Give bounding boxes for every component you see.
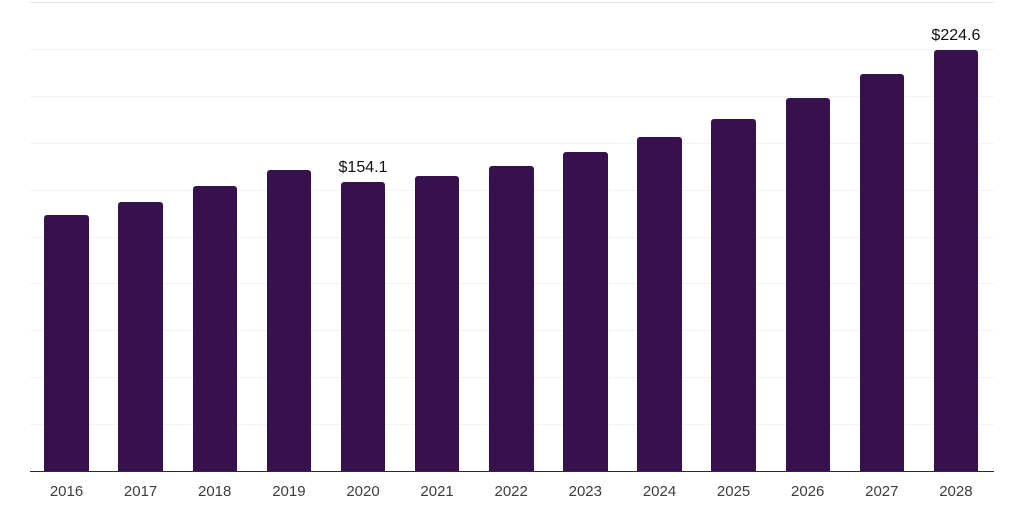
x-tick-label-2019: 2019 — [272, 483, 306, 500]
bar-2021 — [414, 175, 460, 471]
bar-2028 — [933, 49, 979, 471]
bar-2026 — [785, 98, 830, 471]
x-tick-label-2026: 2026 — [791, 483, 825, 500]
x-tick-label-2024: 2024 — [642, 483, 677, 500]
gridline — [30, 49, 994, 50]
x-tick-label-2021: 2021 — [420, 483, 454, 500]
x-tick-label-2016: 2016 — [49, 483, 84, 500]
bar-2020 — [340, 181, 386, 471]
bar-2027 — [859, 74, 905, 471]
bar-2018 — [192, 185, 237, 471]
bar-2024 — [637, 137, 682, 471]
x-tick-label-2025: 2025 — [716, 483, 751, 500]
bar-2023 — [563, 152, 608, 471]
x-tick-label-2022: 2022 — [494, 483, 528, 500]
gridline — [30, 2, 994, 3]
x-tick-label-2020: 2020 — [346, 483, 380, 500]
plot-area: $154.1 $224.6 — [30, 2, 994, 472]
x-tick-label-2027: 2027 — [865, 483, 899, 500]
gridline — [30, 143, 994, 144]
x-tick-label-2028: 2028 — [939, 483, 973, 500]
bar-2016 — [44, 215, 89, 471]
x-tick-label-2023: 2023 — [568, 483, 602, 500]
x-tick-label-2018: 2018 — [198, 483, 232, 500]
gridline — [30, 96, 994, 97]
bar-value-label-2020: $154.1 — [338, 158, 388, 176]
bar-2022 — [489, 165, 534, 471]
bar-2025 — [711, 118, 756, 471]
x-tick-label-2017: 2017 — [123, 483, 158, 500]
bar-2019 — [266, 170, 312, 471]
bar-value-label-2028: $224.6 — [931, 26, 981, 44]
bar-2017 — [118, 202, 163, 471]
